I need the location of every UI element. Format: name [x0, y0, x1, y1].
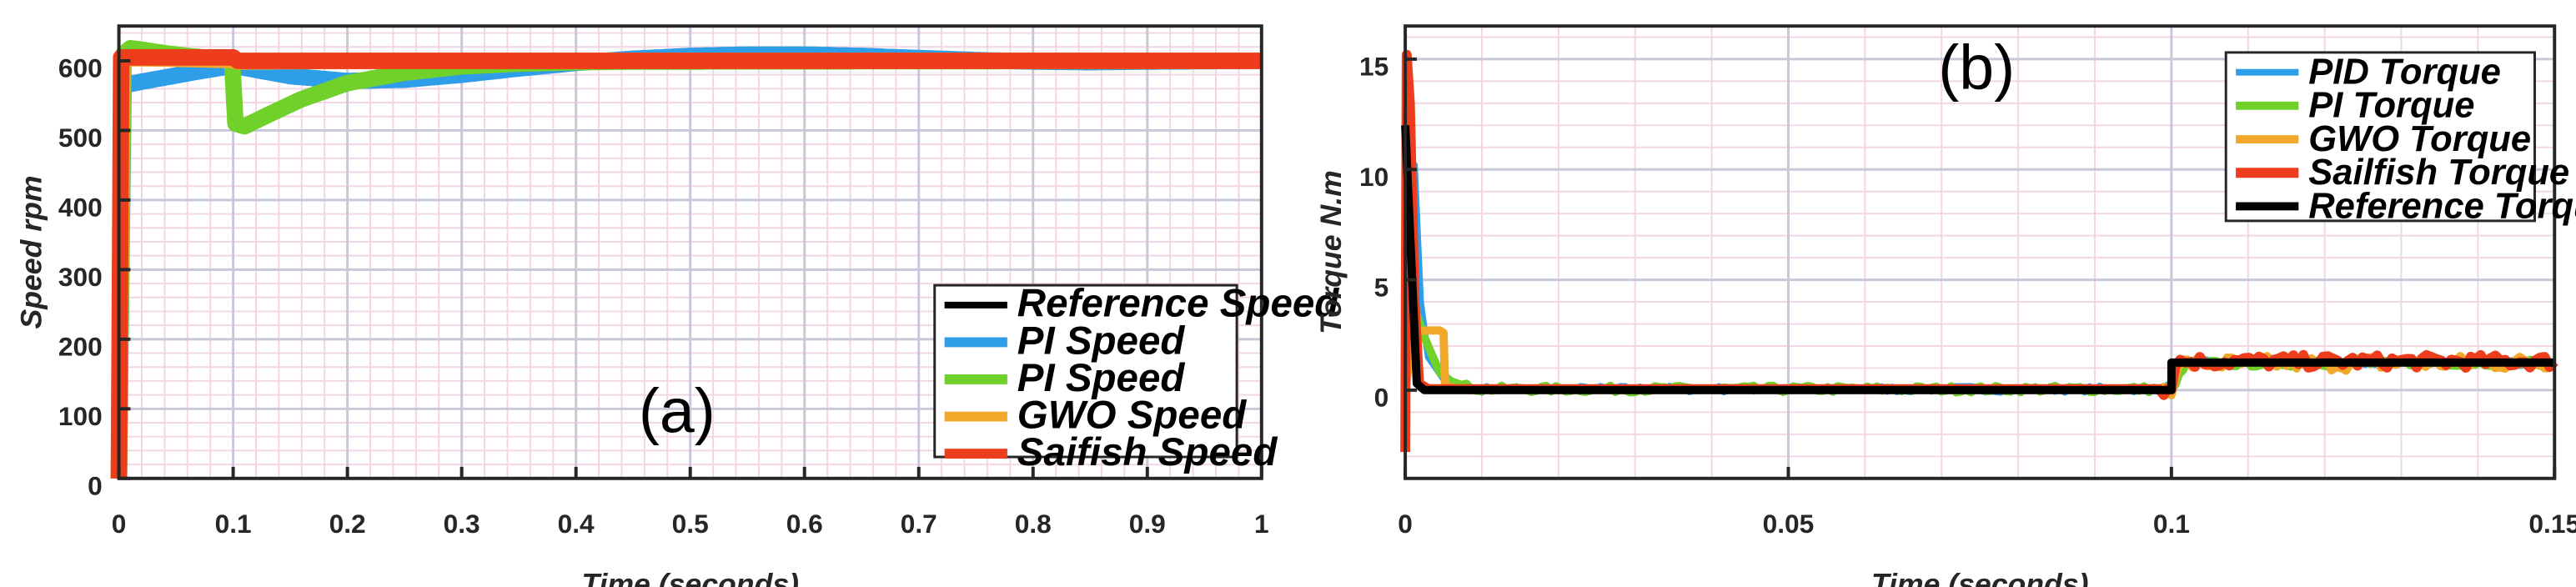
- series-line-4: [110, 48, 1265, 479]
- legend-entry-2: GWO Torque: [2308, 119, 2531, 159]
- torque-chart: 0 0.05 0.1 0.15 0 5 10 15 Time (seconds) Torque N…: [1314, 24, 2576, 587]
- legend-entry-3: GWO Speed: [1017, 393, 1248, 437]
- legend-entry-2: PI Speed: [1017, 356, 1186, 400]
- y-tick-label: 200: [58, 332, 103, 362]
- legend-box: [933, 283, 1238, 459]
- axes-box: [1403, 24, 2557, 480]
- x-tick-label: 0: [1398, 509, 1413, 539]
- y-tick-label: 0: [1374, 383, 1389, 413]
- x-tick-label: 0: [112, 509, 127, 539]
- y-tick-label: 400: [58, 193, 103, 223]
- y-tick-label: 10: [1359, 162, 1388, 192]
- panel-label: (a): [639, 375, 716, 445]
- y-tick-label: 0: [88, 471, 103, 501]
- y-tick-label: 5: [1374, 272, 1389, 302]
- x-tick-label: 0.8: [1015, 509, 1052, 539]
- y-tick-label: 100: [58, 401, 103, 431]
- y-tick-label: 15: [1359, 52, 1388, 82]
- panel-label: (b): [1938, 32, 2015, 102]
- x-tick-label: 0.9: [1129, 509, 1166, 539]
- legend-entry-1: PI Torque: [2308, 86, 2474, 126]
- x-tick-label: 0.7: [901, 509, 937, 539]
- x-tick-label: 0.1: [2153, 509, 2190, 539]
- legend-entry-0: PID Torque: [2308, 53, 2501, 93]
- x-tick-label: 0.15: [2528, 509, 2576, 539]
- speed-chart: 0 0.1 0.2 0.3 0.4 0.5 0.6 0.7 0.8 0.9 1 0 100 200 300 4…: [15, 24, 1340, 587]
- legend-entry-1: PI Speed: [1017, 319, 1186, 363]
- y-axis-label: Speed rpm: [15, 175, 48, 329]
- x-tick-label: 0.6: [786, 509, 823, 539]
- series-line-4: [1401, 125, 2555, 394]
- x-axis-label: Time (seconds): [1871, 567, 2089, 587]
- y-axis-label: Torque N.m: [1314, 170, 1348, 334]
- legend-entry-4: Reference Torque: [2308, 186, 2576, 226]
- series-group: [110, 40, 1265, 479]
- x-tick-label: 0.05: [1763, 509, 1815, 539]
- x-tick-label: 0.2: [329, 509, 366, 539]
- x-axis-label: Time (seconds): [581, 567, 799, 587]
- legend-entry-4: Saifish Speed: [1017, 430, 1278, 474]
- x-tick-label: 0.5: [672, 509, 709, 539]
- ticks: 0 0.05 0.1 0.15 0 5 10 15: [1359, 52, 2576, 539]
- legend-entry-0: Reference Speed: [1017, 282, 1340, 326]
- ticks: 0 0.1 0.2 0.3 0.4 0.5 0.6 0.7 0.8 0.9 1 0 100 200 300 4…: [58, 53, 1269, 539]
- x-tick-label: 0.3: [444, 509, 480, 539]
- y-tick-label: 500: [58, 123, 103, 153]
- series-group: [1400, 49, 2558, 453]
- y-tick-label: 300: [58, 262, 103, 292]
- x-tick-label: 0.4: [558, 509, 595, 539]
- y-tick-label: 600: [58, 53, 103, 83]
- x-tick-label: 1: [1254, 509, 1269, 539]
- legend-entry-3: Sailfish Torque: [2308, 153, 2569, 193]
- x-tick-label: 0.1: [215, 509, 252, 539]
